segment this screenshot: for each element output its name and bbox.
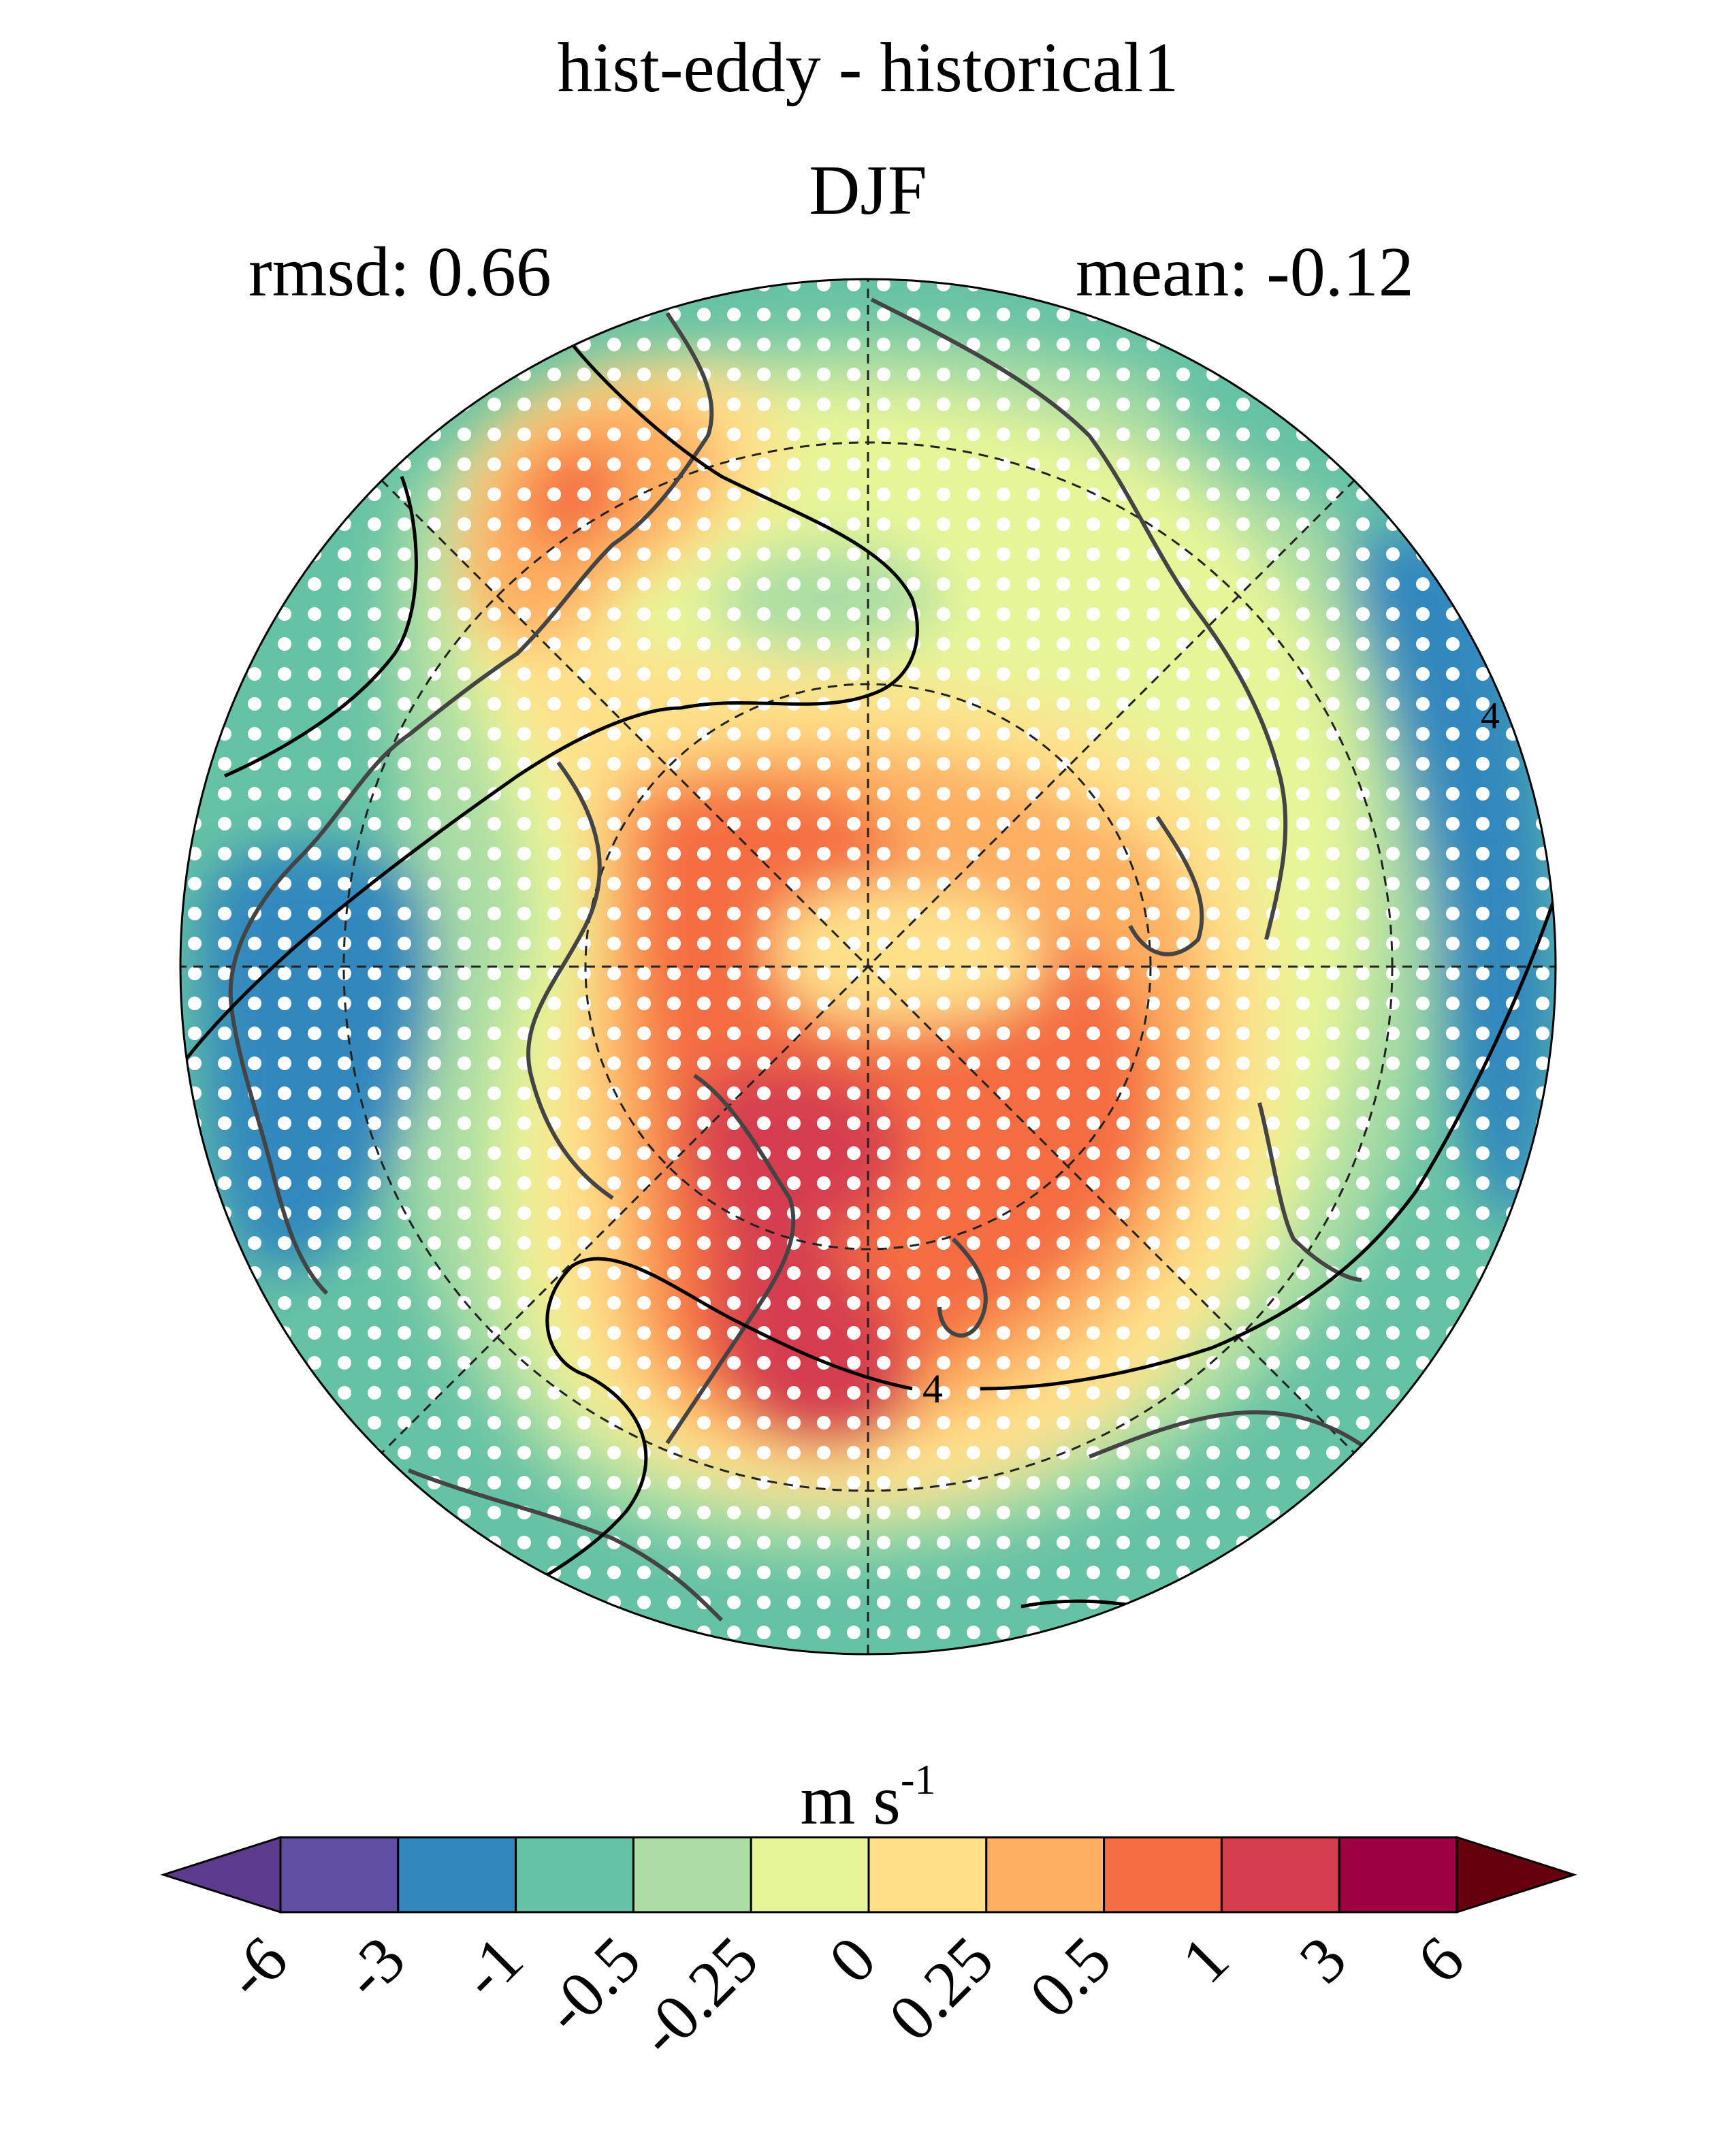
colorbar-tick-label: -1 xyxy=(447,1922,536,2012)
colorbar-units-exponent: -1 xyxy=(900,1757,936,1803)
colorbar-box xyxy=(279,1836,400,1914)
colorbar-units-base: m s xyxy=(800,1761,901,1839)
colorbar-box xyxy=(397,1836,517,1914)
mean-label: mean: -0.12 xyxy=(1076,233,1414,311)
colorbar-units: m s-1 xyxy=(0,1756,1736,1841)
colorbar-box xyxy=(1220,1836,1340,1914)
colorbar-box xyxy=(515,1836,634,1914)
colorbar-tick-label: -3 xyxy=(329,1922,419,2012)
colorbar-tick-label: 1 xyxy=(1168,1922,1242,1997)
colorbar-tick-label: 6 xyxy=(1403,1922,1478,1997)
figure-subtitle: DJF xyxy=(809,151,927,229)
figure-title: hist-eddy - historical1 xyxy=(557,29,1179,107)
colorbar: -6 -3 -1-0.5-0.25 00.25 0.5 1 3 6 xyxy=(160,1835,1577,2070)
colorbar-box xyxy=(750,1836,870,1914)
colorbar-box xyxy=(632,1836,752,1914)
contour-label-bottom: 4 xyxy=(922,1366,943,1411)
colorbar-box xyxy=(1103,1836,1223,1914)
colorbar-tick-label: -0.25 xyxy=(624,1922,772,2070)
colorbar-tick-label: -6 xyxy=(211,1922,301,2012)
colorbar-tick-label: 0 xyxy=(815,1922,890,1997)
colorbar-under-arrow xyxy=(160,1835,282,1914)
colorbar-box xyxy=(867,1836,988,1914)
rmsd-label: rmsd: 0.66 xyxy=(248,233,551,311)
colorbar-tick-label: 0.5 xyxy=(1016,1922,1125,2032)
colorbar-tick-label: 3 xyxy=(1285,1922,1360,1997)
colorbar-over-arrow xyxy=(1456,1835,1577,1914)
polar-map: 4 4 xyxy=(179,278,1557,1656)
colorbar-box xyxy=(1338,1836,1458,1914)
colorbar-box xyxy=(985,1836,1106,1914)
map-outline xyxy=(179,278,1557,1656)
contour-label-top: 4 xyxy=(1481,695,1500,737)
colorbar-tick-label: 0.25 xyxy=(875,1922,1007,2054)
